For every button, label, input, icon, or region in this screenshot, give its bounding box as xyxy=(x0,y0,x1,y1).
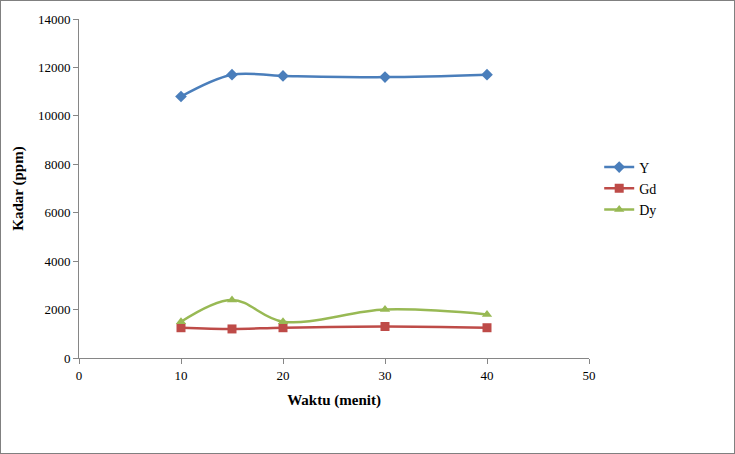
svg-text:4000: 4000 xyxy=(44,254,70,269)
svg-text:12000: 12000 xyxy=(38,60,71,75)
svg-text:14000: 14000 xyxy=(38,12,71,27)
svg-text:8000: 8000 xyxy=(44,157,70,172)
svg-text:10: 10 xyxy=(175,368,188,383)
svg-text:2000: 2000 xyxy=(44,302,70,317)
svg-text:50: 50 xyxy=(583,368,596,383)
svg-text:Dy: Dy xyxy=(639,203,656,218)
svg-text:0: 0 xyxy=(64,351,71,366)
svg-text:Kadar (ppm): Kadar (ppm) xyxy=(10,146,27,230)
svg-text:20: 20 xyxy=(277,368,290,383)
svg-text:30: 30 xyxy=(379,368,392,383)
svg-text:0: 0 xyxy=(76,368,83,383)
svg-text:Gd: Gd xyxy=(639,182,656,197)
svg-text:Waktu (menit): Waktu (menit) xyxy=(287,392,381,409)
svg-text:10000: 10000 xyxy=(38,108,71,123)
svg-text:Y: Y xyxy=(639,161,649,176)
svg-text:40: 40 xyxy=(481,368,494,383)
svg-text:6000: 6000 xyxy=(44,205,70,220)
